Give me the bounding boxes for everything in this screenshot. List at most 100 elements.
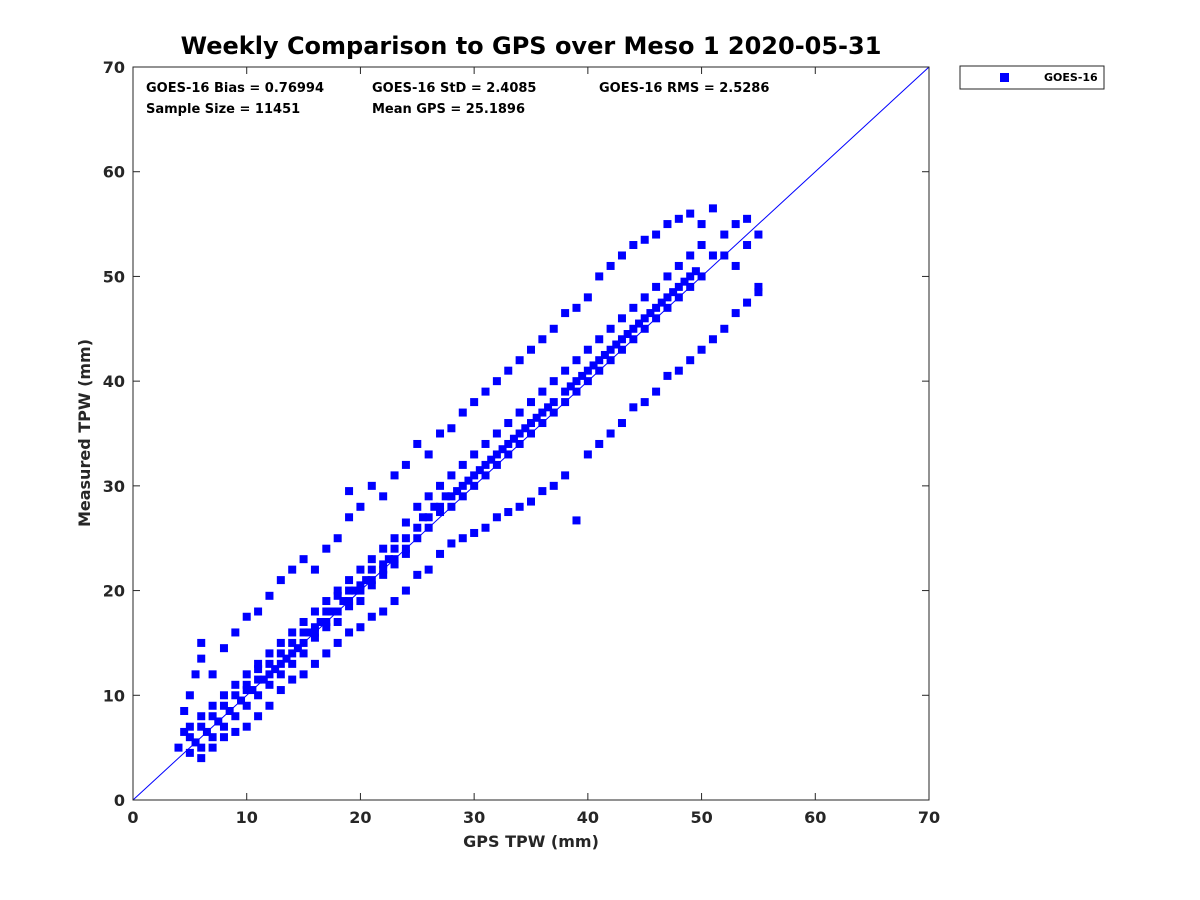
data-point <box>345 513 354 522</box>
data-point <box>583 293 592 302</box>
data-point <box>379 492 388 501</box>
data-point <box>384 555 393 564</box>
data-point <box>197 712 206 721</box>
data-point <box>219 701 228 710</box>
data-point <box>276 686 285 695</box>
data-point <box>265 659 274 668</box>
data-point <box>629 324 638 333</box>
data-point <box>731 309 740 318</box>
chart-title: Weekly Comparison to GPS over Meso 1 202… <box>181 32 882 60</box>
data-point <box>424 513 433 522</box>
data-point <box>708 335 717 344</box>
data-point <box>219 644 228 653</box>
data-point <box>276 670 285 679</box>
data-point <box>470 450 479 459</box>
data-point <box>515 502 524 511</box>
plot-area-frame <box>132 66 930 801</box>
stat-sample-size: Sample Size = 11451 <box>146 102 300 117</box>
data-point <box>578 371 587 380</box>
data-point <box>481 460 490 469</box>
data-point <box>561 309 570 318</box>
data-point <box>441 492 450 501</box>
data-point <box>538 387 547 396</box>
data-point <box>549 377 558 386</box>
data-point <box>629 303 638 312</box>
data-point <box>305 628 314 637</box>
data-point <box>532 413 541 422</box>
data-point <box>458 460 467 469</box>
data-point <box>345 586 354 595</box>
data-point <box>720 230 729 239</box>
data-point <box>356 565 365 574</box>
data-point <box>276 649 285 658</box>
data-point <box>288 659 297 668</box>
data-point <box>583 345 592 354</box>
data-point <box>447 471 456 480</box>
data-point <box>350 586 359 595</box>
data-point <box>356 581 365 590</box>
data-point <box>549 398 558 407</box>
data-point <box>657 298 666 307</box>
data-point <box>242 612 251 621</box>
x-axis: 0 10 20 30 40 50 60 70 <box>127 67 940 827</box>
data-point <box>652 282 661 291</box>
legend-marker-square <box>1000 73 1009 82</box>
data-point <box>390 534 399 543</box>
legend-box <box>959 65 1105 90</box>
data-point <box>635 319 644 328</box>
data-point <box>288 628 297 637</box>
data-point <box>708 251 717 260</box>
data-point <box>418 513 427 522</box>
data-point <box>288 675 297 684</box>
data-point <box>401 460 410 469</box>
data-point <box>367 565 376 574</box>
x-tick-label: 20 <box>349 808 371 827</box>
data-point <box>276 576 285 585</box>
data-point <box>481 387 490 396</box>
data-point <box>674 366 683 375</box>
data-point <box>390 597 399 606</box>
data-point <box>492 429 501 438</box>
data-point <box>572 377 581 386</box>
data-point <box>436 429 445 438</box>
data-point <box>379 570 388 579</box>
data-point <box>356 623 365 632</box>
data-point <box>686 251 695 260</box>
data-point <box>316 617 325 626</box>
data-point <box>561 387 570 396</box>
data-point <box>345 628 354 637</box>
data-point <box>487 455 496 464</box>
data-point <box>617 314 626 323</box>
data-point <box>197 743 206 752</box>
data-point <box>265 701 274 710</box>
data-point <box>674 261 683 270</box>
data-point <box>288 638 297 647</box>
data-point <box>617 419 626 428</box>
x-tick-label: 0 <box>127 808 138 827</box>
data-point <box>504 508 513 517</box>
data-point <box>288 565 297 574</box>
data-point <box>595 439 604 448</box>
data-point <box>254 691 263 700</box>
data-point <box>367 481 376 490</box>
data-point <box>390 544 399 553</box>
data-point <box>458 534 467 543</box>
data-point <box>401 586 410 595</box>
data-point <box>595 272 604 281</box>
data-point <box>470 528 479 537</box>
x-axis-label: GPS TPW (mm) <box>463 832 599 851</box>
data-point <box>367 612 376 621</box>
data-point <box>231 727 240 736</box>
x-tick-label: 10 <box>236 808 258 827</box>
data-point <box>208 743 217 752</box>
data-point <box>589 361 598 370</box>
y-tick-label: 60 <box>103 163 125 182</box>
x-tick-label: 50 <box>690 808 712 827</box>
data-point <box>527 398 535 407</box>
data-point <box>731 220 740 229</box>
data-point <box>254 665 263 674</box>
stat-std: GOES-16 StD = 2.4085 <box>372 81 536 96</box>
data-point <box>254 659 263 668</box>
